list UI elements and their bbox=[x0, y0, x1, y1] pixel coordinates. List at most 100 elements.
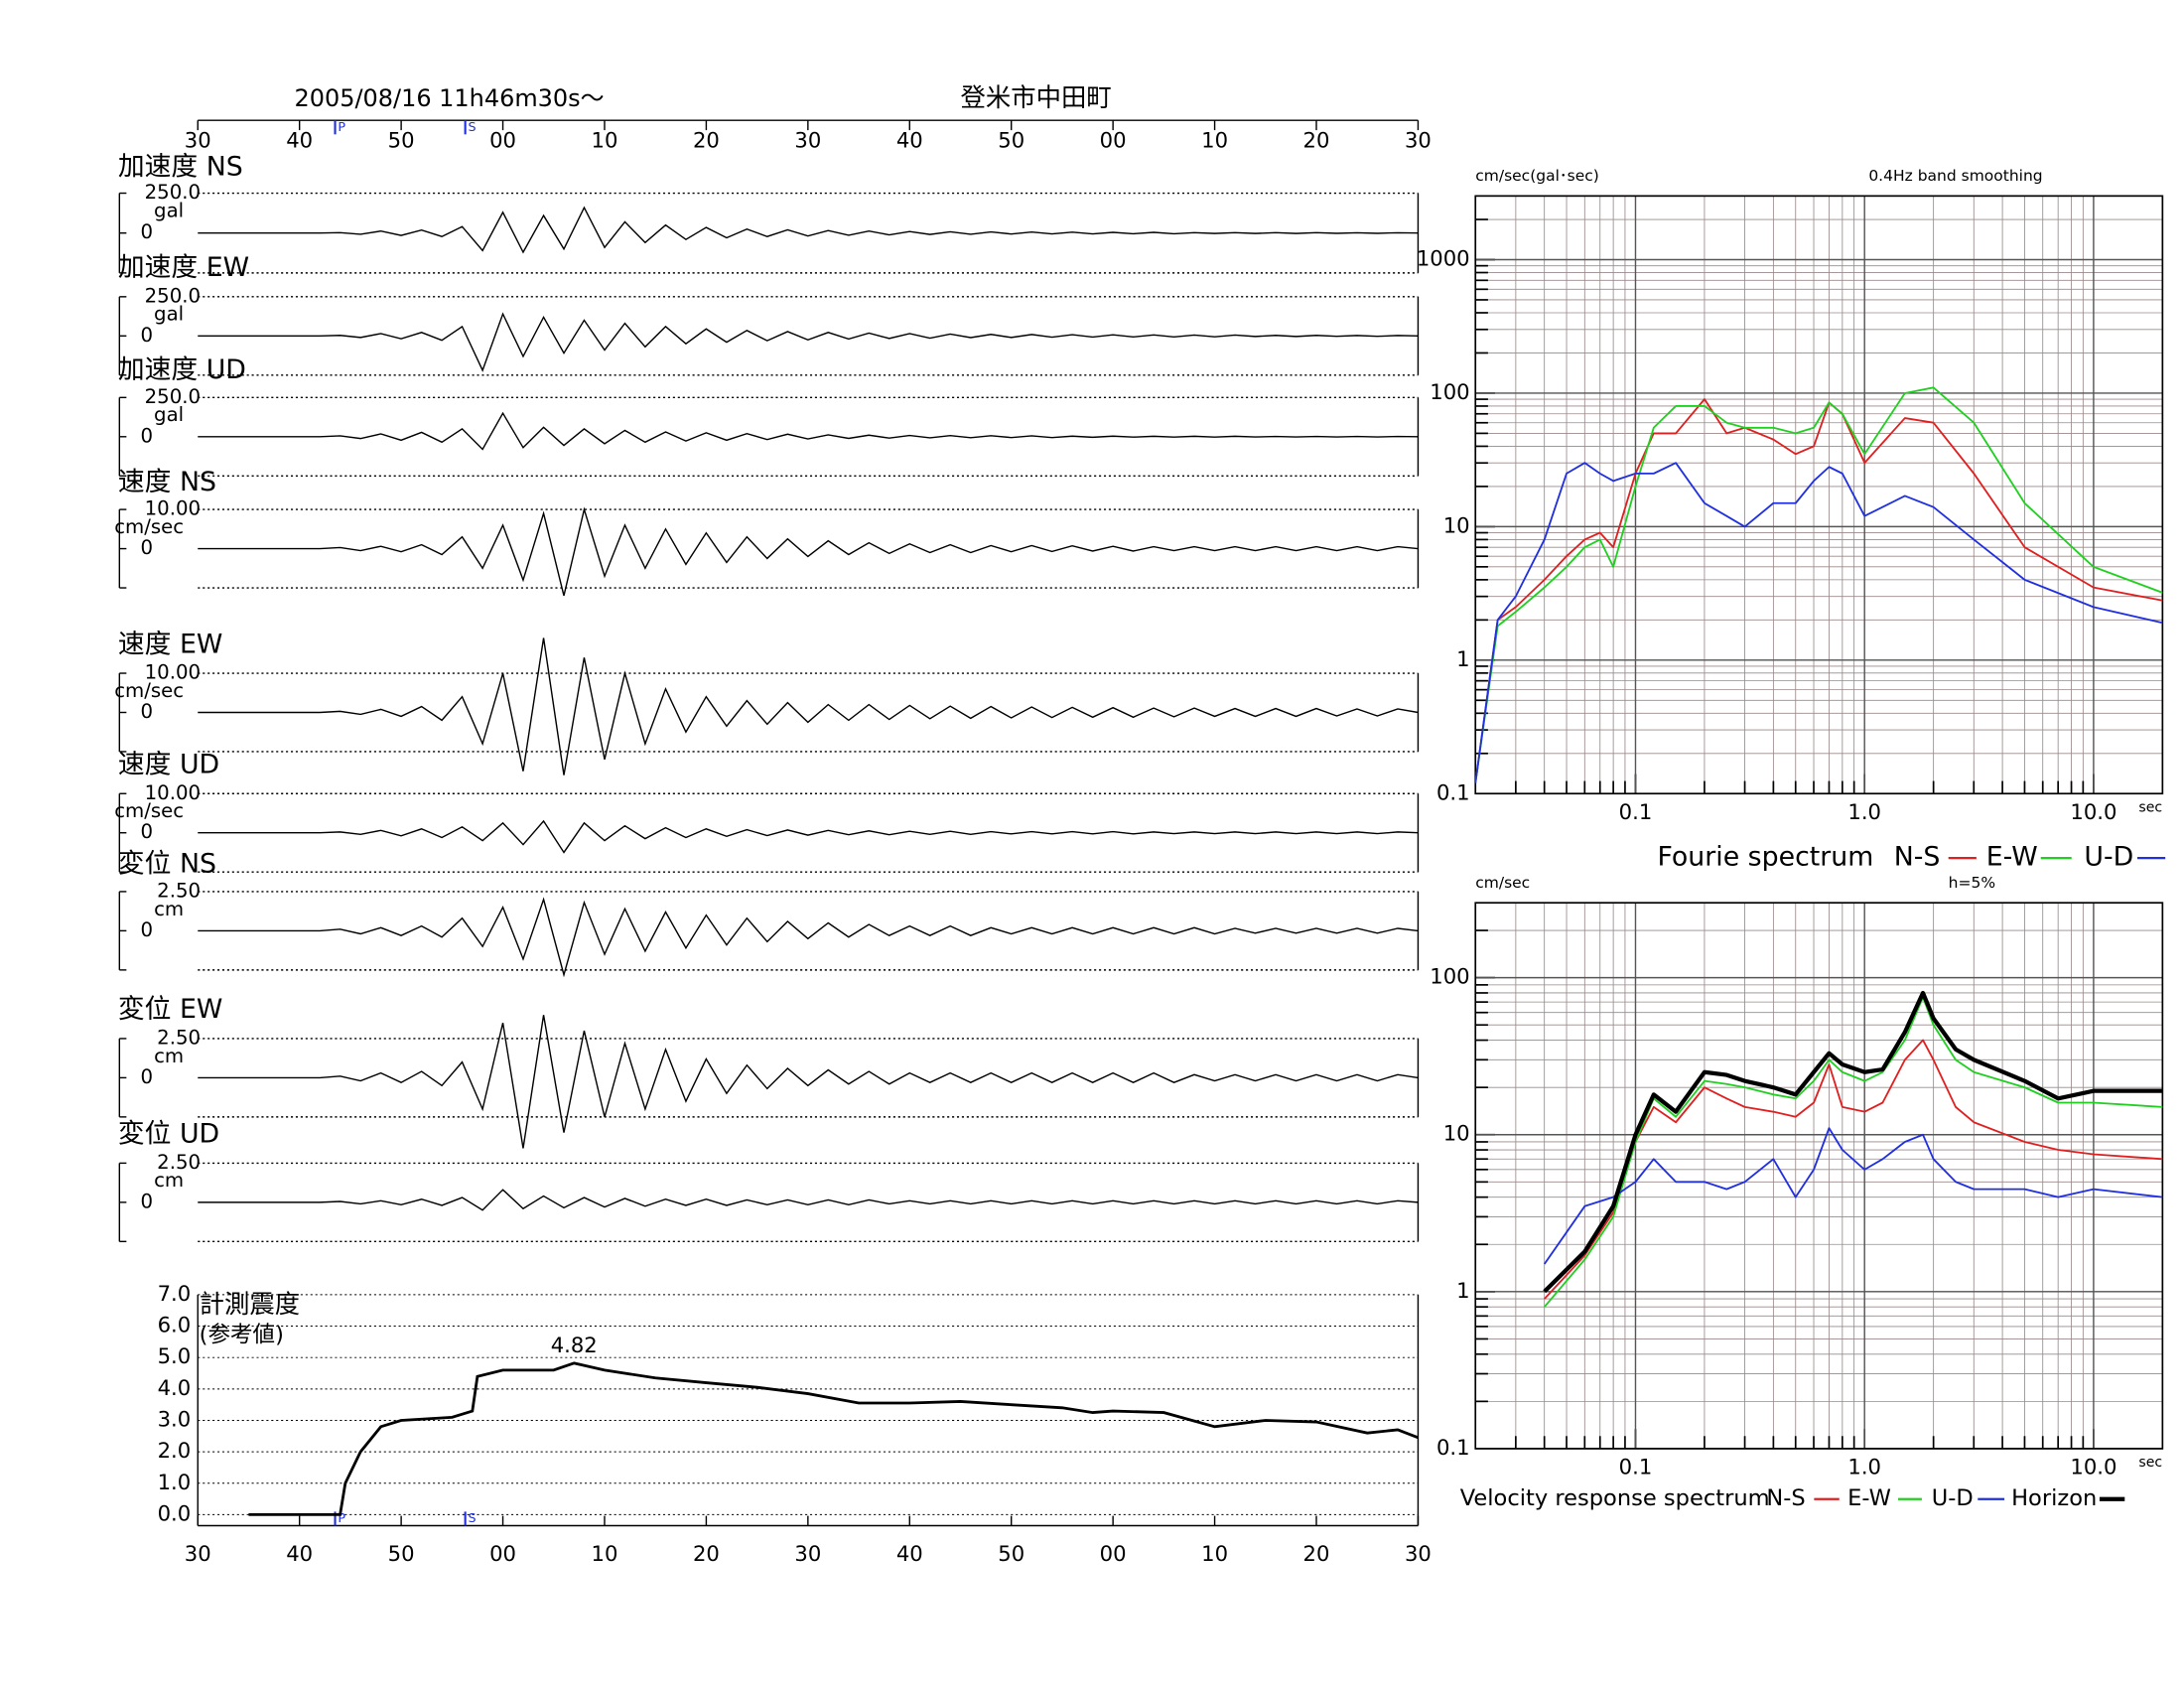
waveform-trace bbox=[198, 506, 1419, 597]
station-name: 登米市中田町 bbox=[961, 82, 1112, 112]
legend-label: N-S bbox=[1894, 842, 1941, 873]
panel-name: 加速度 UD bbox=[118, 354, 246, 385]
time-tick-label: 30 bbox=[794, 1541, 821, 1566]
panel-name: 速度 UD bbox=[118, 750, 219, 780]
y-tick-label: 0 bbox=[140, 1065, 153, 1088]
waveform-trace bbox=[198, 312, 1419, 372]
phase-label: S bbox=[468, 1510, 476, 1525]
panel-unit: gal bbox=[154, 403, 184, 426]
y-tick-label: 100 bbox=[1430, 964, 1469, 989]
waveform-trace bbox=[198, 819, 1419, 854]
time-tick-label: 40 bbox=[896, 127, 923, 152]
y-tick-label: 1000 bbox=[1417, 245, 1470, 270]
y-unit: cm/sec(gal･sec) bbox=[1475, 167, 1599, 185]
y-tick-label: 10 bbox=[1443, 1121, 1470, 1146]
time-tick-label: 00 bbox=[489, 1541, 516, 1566]
intensity-subtitle: (参考値) bbox=[200, 1322, 284, 1347]
time-tick-label: 30 bbox=[1405, 127, 1432, 152]
spectrum-line bbox=[1543, 990, 2163, 1294]
legend-label: E-W bbox=[1986, 842, 2038, 873]
y-tick-label: 0.1 bbox=[1436, 1435, 1470, 1460]
panel-name: 変位 UD bbox=[118, 1119, 219, 1150]
intensity-title: 計測震度 bbox=[200, 1289, 300, 1319]
spectrum-line bbox=[1544, 1039, 2163, 1300]
panel-name: 速度 NS bbox=[118, 467, 216, 497]
waveform-trace bbox=[198, 206, 1419, 254]
phase-label: P bbox=[338, 119, 345, 134]
time-tick-label: 30 bbox=[185, 127, 211, 152]
time-tick-label: 20 bbox=[693, 127, 720, 152]
y-tick-label: 250.0 bbox=[145, 181, 201, 204]
panel-unit: cm/sec bbox=[114, 799, 184, 822]
y-tick-label: 6.0 bbox=[158, 1313, 192, 1337]
legend-label: E-W bbox=[1847, 1485, 1891, 1511]
y-tick-label: 100 bbox=[1430, 379, 1469, 404]
y-tick-label: 0 bbox=[140, 536, 153, 559]
time-tick-label: 10 bbox=[592, 127, 618, 152]
spectrum-line bbox=[1543, 1127, 2163, 1265]
y-tick-label: 250.0 bbox=[145, 284, 201, 307]
y-tick-label: 2.50 bbox=[157, 1026, 201, 1049]
y-tick-label: 3.0 bbox=[158, 1406, 192, 1431]
panel-unit: gal bbox=[154, 199, 184, 221]
y-tick-label: 10.00 bbox=[145, 781, 201, 804]
time-tick-label: 40 bbox=[286, 1541, 313, 1566]
y-tick-label: 5.0 bbox=[158, 1343, 192, 1368]
x-tick-label: 10.0 bbox=[2070, 1455, 2116, 1479]
y-tick-label: 1 bbox=[1456, 646, 1469, 671]
y-tick-label: 2.50 bbox=[157, 879, 201, 902]
legend-title: Velocity response spectrum bbox=[1460, 1485, 1770, 1511]
waveform-trace bbox=[198, 1189, 1419, 1211]
y-tick-label: 2.0 bbox=[158, 1438, 192, 1463]
peak-label: 4.82 bbox=[551, 1333, 598, 1357]
time-tick-label: 20 bbox=[1303, 1541, 1330, 1566]
time-tick-label: 50 bbox=[388, 1541, 415, 1566]
y-tick-label: 4.0 bbox=[158, 1375, 192, 1400]
x-tick-label: 0.1 bbox=[1619, 799, 1653, 824]
y-tick-label: 0 bbox=[140, 1190, 153, 1212]
waveform-trace bbox=[198, 897, 1419, 978]
y-tick-label: 10.00 bbox=[145, 497, 201, 520]
y-tick-label: 1.0 bbox=[158, 1470, 192, 1494]
y-tick-label: 10 bbox=[1443, 512, 1470, 537]
panel-unit: cm bbox=[154, 898, 184, 920]
legend-label: Horizon bbox=[2011, 1485, 2097, 1511]
spectrum-line bbox=[1475, 462, 2163, 783]
note: 0.4Hz band smoothing bbox=[1868, 167, 2042, 185]
time-tick-label: 10 bbox=[592, 1541, 618, 1566]
time-tick-label: 50 bbox=[998, 1541, 1024, 1566]
panel-name: 変位 NS bbox=[118, 849, 216, 880]
time-tick-label: 40 bbox=[286, 127, 313, 152]
panel-name: 変位 EW bbox=[118, 994, 222, 1025]
panel-unit: cm/sec bbox=[114, 515, 184, 538]
waveform-trace bbox=[198, 637, 1419, 775]
panel-unit: cm/sec bbox=[114, 679, 184, 702]
intensity-line bbox=[248, 1361, 1419, 1516]
y-tick-label: 0.0 bbox=[158, 1500, 192, 1525]
y-tick-label: 7.0 bbox=[158, 1281, 192, 1306]
y-tick-label: 0 bbox=[140, 700, 153, 723]
waveform-trace bbox=[198, 411, 1419, 451]
x-tick-label: 0.1 bbox=[1619, 1455, 1653, 1479]
panel-name: 加速度 NS bbox=[118, 152, 243, 183]
y-unit: cm/sec bbox=[1475, 874, 1530, 892]
y-tick-label: 0.1 bbox=[1436, 779, 1470, 804]
waveform-trace bbox=[198, 1015, 1419, 1149]
y-tick-label: 2.50 bbox=[157, 1151, 201, 1174]
time-tick-label: 10 bbox=[1201, 127, 1228, 152]
time-tick-label: 30 bbox=[794, 127, 821, 152]
time-tick-label: 20 bbox=[693, 1541, 720, 1566]
x-tick-label: 1.0 bbox=[1847, 1455, 1881, 1479]
y-tick-label: 1 bbox=[1456, 1278, 1469, 1303]
phase-label: S bbox=[468, 119, 476, 134]
spectrum-line bbox=[1475, 386, 2163, 783]
panel-unit: cm bbox=[154, 1045, 184, 1067]
time-tick-label: 30 bbox=[185, 1541, 211, 1566]
x-unit: sec bbox=[2138, 799, 2162, 815]
time-tick-label: 30 bbox=[1405, 1541, 1432, 1566]
y-tick-label: 250.0 bbox=[145, 385, 201, 408]
y-tick-label: 0 bbox=[140, 220, 153, 243]
